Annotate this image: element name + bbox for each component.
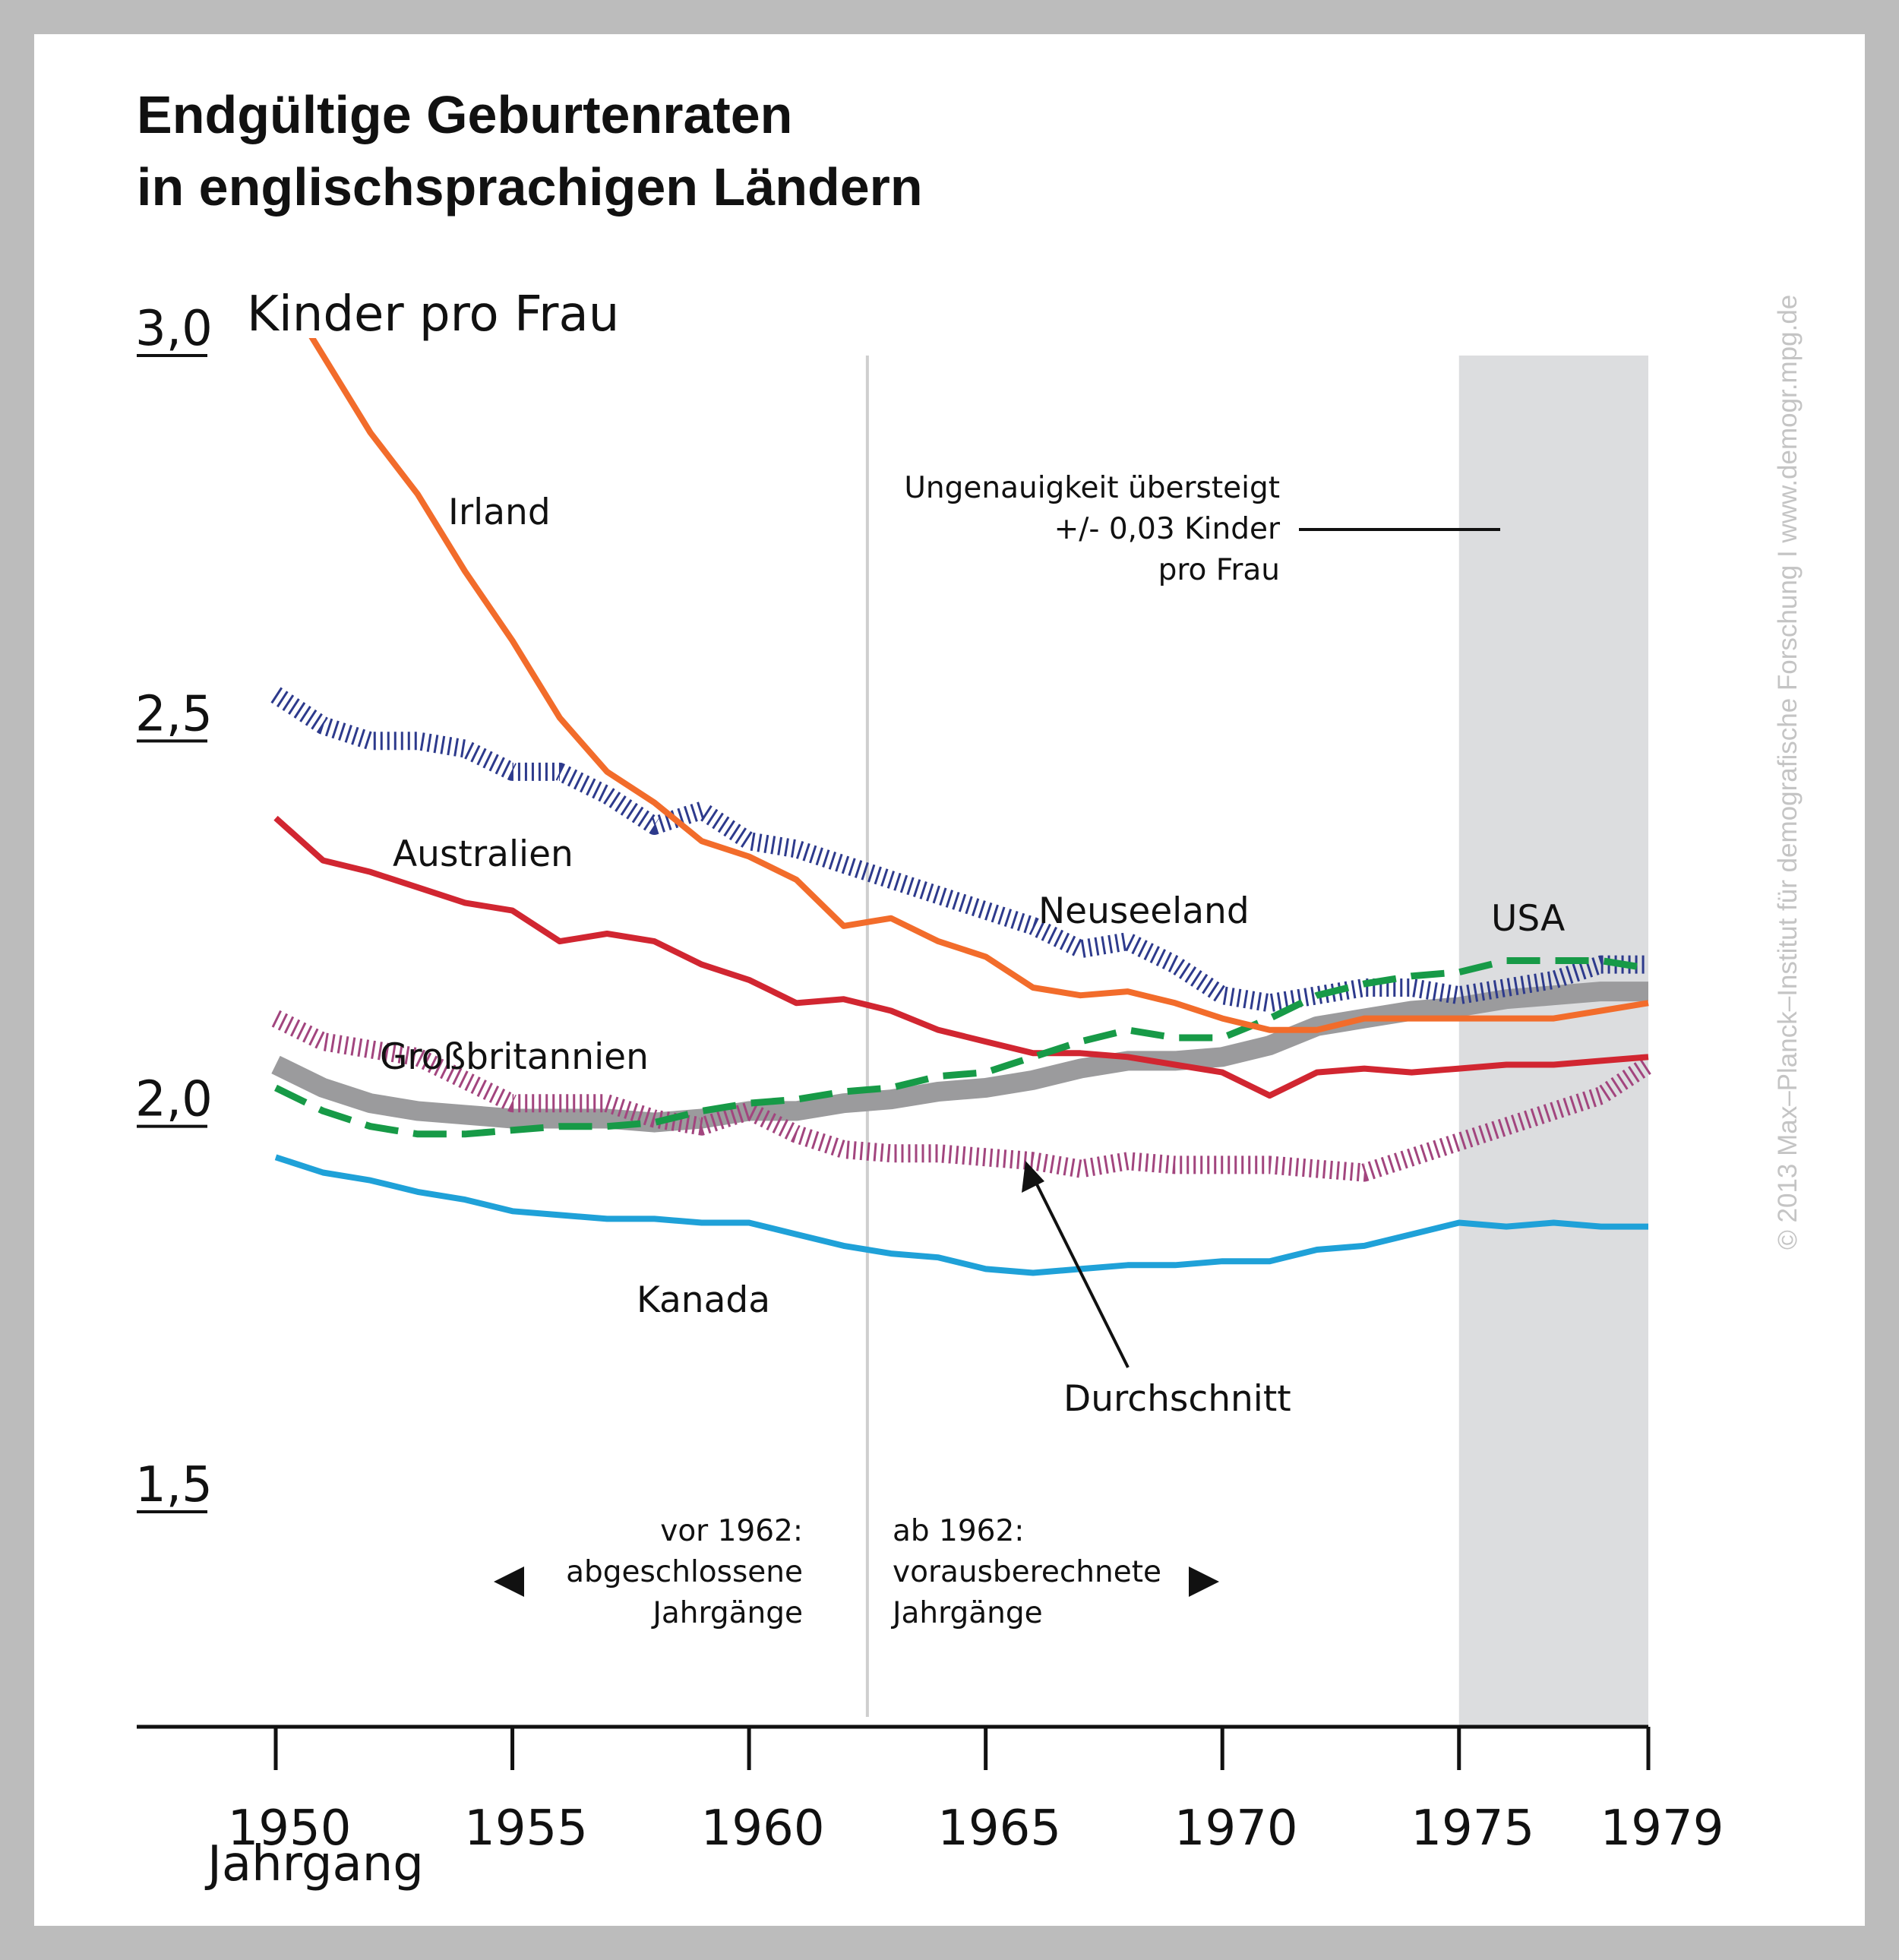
average-arrow-line [1034, 1181, 1130, 1368]
credit-text: © 2013 Max–Planck–Institut für demografi… [1773, 295, 1803, 1250]
uncertainty-note-line3: pro Frau [1158, 553, 1280, 587]
y-tick-label: 2,0 [135, 1072, 213, 1128]
right-arrow-icon [1189, 1566, 1219, 1597]
x-tick-label: 1955 [464, 1800, 588, 1857]
series-line-usa [274, 957, 1649, 1138]
x-tick-label: 1960 [701, 1800, 825, 1857]
chart-subtitle: in englischsprachigen Ländern [137, 157, 923, 217]
label-usa: USA [1491, 898, 1565, 940]
series-line-kanada [274, 1154, 1648, 1276]
left-note-line1: vor 1962: [660, 1514, 803, 1548]
x-tick-label: 1979 [1600, 1800, 1724, 1857]
x-tick-label: 1970 [1174, 1800, 1298, 1857]
right-note-line3: Jahrgänge [890, 1596, 1043, 1630]
y-tick-label: 1,5 [135, 1457, 213, 1513]
y-axis: 3,0 2,5 2,0 1,5 [135, 301, 213, 1513]
right-note-line2: vorausberechnete [893, 1555, 1161, 1589]
series-layer [270, 338, 1652, 1276]
y-tick-label: 3,0 [135, 301, 213, 357]
series-line-neuseeland [270, 687, 1648, 1013]
label-australien: Australien [393, 833, 573, 875]
series-line-australien [273, 815, 1649, 1099]
x-tick-label: 1975 [1411, 1800, 1534, 1857]
label-durchschnitt: Durchschnitt [1063, 1378, 1291, 1420]
y-tick-label: 2,5 [135, 686, 213, 742]
y-axis-label: Kinder pro Frau [247, 286, 619, 343]
series-line-durchschnitt [271, 982, 1648, 1133]
chart-title: Endgültige Geburtenraten [137, 85, 792, 144]
uncertainty-note-line2: +/- 0,03 Kinder [1054, 512, 1281, 546]
label-irland: Irland [448, 492, 551, 533]
x-axis-label: Jahrgang [204, 1836, 424, 1892]
uncertainty-note-line1: Ungenauigkeit übersteigt [904, 471, 1280, 505]
label-grossbritannien: Großbritannien [380, 1036, 649, 1078]
x-axis: 1950 1955 1960 1965 1970 1975 1979 [228, 1727, 1724, 1857]
right-note-line1: ab 1962: [893, 1514, 1024, 1548]
label-kanada: Kanada [637, 1279, 770, 1321]
label-neuseeland: Neuseeland [1038, 890, 1250, 932]
left-arrow-icon [494, 1566, 524, 1597]
left-note-line3: Jahrgänge [650, 1596, 803, 1630]
x-tick-label: 1965 [937, 1800, 1061, 1857]
x-tick-label: 1950 [228, 1800, 352, 1857]
shaded-region [1458, 356, 1648, 1727]
average-arrow-head [1022, 1161, 1044, 1193]
chart-card: Endgültige Geburtenraten in englischspra… [34, 34, 1865, 1926]
left-note-line2: abgeschlossene [566, 1555, 803, 1589]
line-chart: Endgültige Geburtenraten in englischspra… [135, 85, 1803, 1892]
series-line-irland [308, 338, 1649, 1033]
